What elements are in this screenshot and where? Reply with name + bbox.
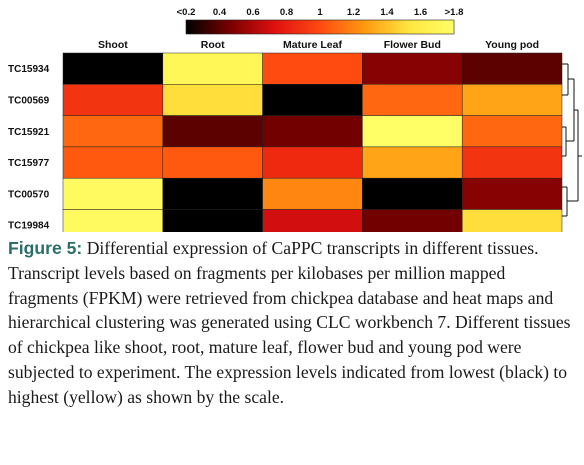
heatmap-cell [162, 52, 263, 85]
figure-caption: Figure 5: Differential expression of CaP… [8, 236, 576, 410]
heatmap-figure: <0.2 0.4 0.6 0.8 1 1.2 1.4 1.6 >1.8 Shoot Root Mat… [8, 7, 582, 232]
heatmap-cell [362, 115, 463, 148]
heatmap-cell [162, 146, 263, 179]
scale-tick-label: >1.8 [445, 7, 464, 18]
heatmap-cell [262, 146, 363, 179]
heatmap-cell [162, 177, 263, 210]
scale-tick-label: 1 [317, 7, 323, 18]
scale-tick-label: 0.8 [280, 7, 293, 18]
heatmap-cell [162, 115, 263, 148]
heatmap-cell [461, 115, 563, 148]
heatmap-cell [362, 146, 463, 179]
heatmap-cell [262, 84, 363, 116]
scale-tick-label: 0.6 [246, 7, 259, 18]
row-label: TC15977 [8, 158, 50, 169]
scale-tick-label: 1.2 [347, 7, 360, 18]
scale-tick-label: 0.4 [213, 7, 227, 18]
heatmap-cell [262, 177, 363, 210]
column-label: Shoot [98, 39, 128, 51]
heatmap-cell [461, 209, 563, 232]
row-dendrogram [562, 63, 582, 217]
heatmap-cell [362, 84, 463, 116]
heatmap-cell [62, 209, 164, 232]
heatmap-cell [461, 177, 563, 210]
column-label: Young pod [485, 39, 539, 51]
scale-tick-label: 1.4 [380, 7, 394, 18]
scale-tick-label: <0.2 [177, 7, 196, 18]
row-label: TC15934 [8, 64, 50, 75]
heatmap-cell [461, 52, 563, 85]
caption-text: Differential expression of CaPPC transcr… [8, 238, 571, 407]
heatmap-cell [461, 146, 563, 179]
column-label: Mature Leaf [283, 39, 342, 51]
heatmap-cell [62, 115, 164, 148]
column-labels: Shoot Root Mature Leaf Flower Bud Young pod [98, 39, 539, 51]
color-scale-legend: <0.2 0.4 0.6 0.8 1 1.2 1.4 1.6 >1.8 [177, 7, 464, 35]
heatmap-cell [362, 209, 463, 232]
caption-label: Figure 5: [8, 238, 83, 258]
heatmap-cell [162, 84, 263, 116]
row-labels: TC15934 TC00569 TC15921 TC15977 TC00570 TC199… [8, 64, 50, 232]
row-label: TC00569 [8, 95, 50, 106]
heatmap-cell [262, 209, 363, 232]
row-label: TC19984 [8, 221, 50, 232]
column-label: Root [201, 39, 225, 51]
row-label: TC15921 [8, 127, 50, 138]
column-label: Flower Bud [384, 39, 441, 51]
heatmap-cell [62, 52, 164, 85]
heatmap-cell [362, 52, 463, 85]
heatmap-cell [62, 84, 164, 116]
heatmap-cell [262, 52, 363, 85]
heatmap-cell [162, 209, 263, 232]
heatmap-cell [362, 177, 463, 210]
heatmap-cell [62, 177, 164, 210]
heatmap-cells [62, 52, 563, 232]
color-scale-bar [185, 19, 455, 35]
heatmap-cell [461, 84, 563, 116]
scale-tick-label: 1.6 [414, 7, 427, 18]
heatmap-cell [62, 146, 164, 179]
heatmap-cell [262, 115, 363, 148]
row-label: TC00570 [8, 189, 50, 200]
